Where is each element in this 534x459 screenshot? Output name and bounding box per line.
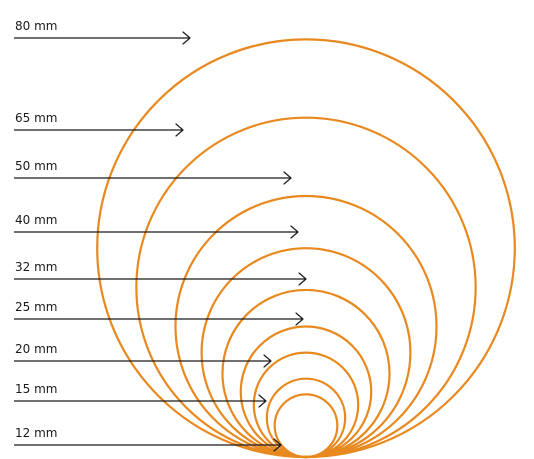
circles-layer (96, 38, 516, 459)
arrow-head-20mm (263, 354, 272, 368)
arrow-head-50mm (283, 171, 292, 185)
arrow-head-25mm (295, 312, 304, 326)
size-label-40mm: 40 mm (15, 213, 57, 227)
arrow-head-15mm (258, 394, 267, 408)
circle-65mm (135, 116, 477, 459)
arrow-head-80mm (182, 31, 191, 45)
size-label-32mm: 32 mm (15, 260, 57, 274)
circle-25mm (239, 325, 373, 459)
arrows-layer (14, 31, 307, 452)
arrow-head-40mm (290, 225, 299, 239)
arrow-head-12mm (273, 438, 282, 452)
size-label-15mm: 15 mm (15, 382, 57, 396)
size-label-25mm: 25 mm (15, 300, 57, 314)
size-label-20mm: 20 mm (15, 342, 57, 356)
size-label-50mm: 50 mm (15, 159, 57, 173)
arrow-head-65mm (175, 123, 184, 137)
circle-12mm (273, 393, 339, 459)
size-label-12mm: 12 mm (15, 426, 57, 440)
arrow-head-32mm (298, 272, 307, 286)
circle-32mm (221, 288, 391, 459)
size-label-80mm: 80 mm (15, 19, 57, 33)
size-label-65mm: 65 mm (15, 111, 57, 125)
labels-layer: 80 mm 65 mm 50 mm 40 mm 32 mm 25 mm 20 mm 15 mm… (15, 19, 57, 440)
